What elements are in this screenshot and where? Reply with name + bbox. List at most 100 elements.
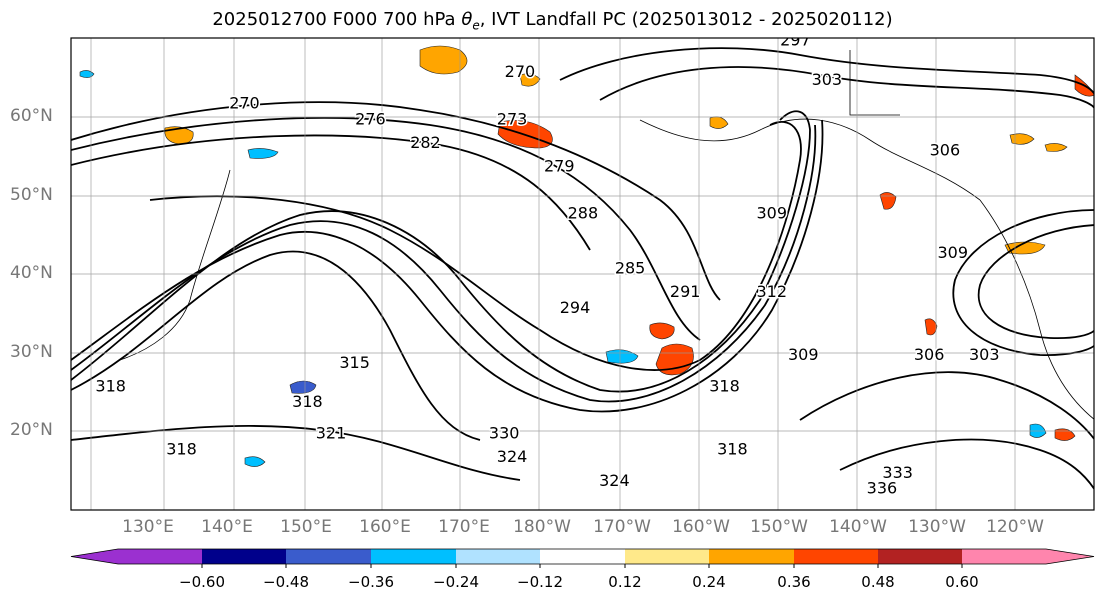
- shade-patch: [649, 322, 675, 340]
- shade-patch: [879, 192, 897, 210]
- coastline: [639, 118, 981, 201]
- shade-patch: [247, 148, 279, 159]
- colorbar-swatch: [202, 549, 286, 564]
- lon-label-180w: 180°W: [513, 517, 571, 537]
- contour-label: 318: [166, 439, 197, 458]
- lat-label-50n: 50°N: [10, 185, 53, 205]
- contour-label: 318: [95, 377, 126, 396]
- lon-label-130w: 130°W: [908, 517, 966, 537]
- contour-label: 291: [670, 282, 701, 301]
- contour-label: 318: [717, 439, 748, 458]
- contour-line: [71, 101, 721, 301]
- lon-label-170w: 170°W: [593, 517, 651, 537]
- colorbar-swatch: [709, 549, 794, 564]
- shade-patch: [709, 116, 729, 129]
- contour-label: 309: [756, 204, 787, 223]
- colorbar-swatch: [540, 549, 625, 564]
- contour-line: [977, 224, 1094, 340]
- colorbar-tick: −0.36: [348, 573, 394, 591]
- contour-label: 282: [410, 133, 441, 152]
- theta-subscript: e: [472, 18, 480, 33]
- colorbar: [70, 548, 1095, 568]
- lon-label-150e: 150°E: [280, 517, 332, 537]
- colorbar-swatch: [456, 549, 540, 564]
- contour-label: 306: [930, 141, 961, 160]
- contour-line: [71, 250, 481, 441]
- contour-label: 273: [497, 109, 528, 128]
- contour-label: 276: [355, 109, 386, 128]
- contour-label: 318: [292, 392, 323, 411]
- contour-label: 285: [615, 259, 646, 278]
- lon-label-120w: 120°W: [986, 517, 1044, 537]
- graticule: [71, 38, 1094, 510]
- contour-label: 303: [812, 70, 843, 89]
- shade-patch: [1044, 143, 1068, 152]
- contour-label: 303: [969, 345, 1000, 364]
- colorbar-swatch: [625, 549, 709, 564]
- contour-label: 279: [544, 156, 575, 175]
- contour-label: 294: [560, 298, 591, 317]
- contour-label: 324: [497, 447, 528, 466]
- contour-label: 309: [937, 243, 968, 262]
- lat-label-30n: 30°N: [10, 342, 53, 362]
- contour-line: [71, 117, 701, 341]
- shade-patch: [419, 45, 468, 75]
- coastline: [849, 50, 900, 116]
- shade-patch: [289, 380, 317, 394]
- lon-label-150w: 150°W: [750, 517, 808, 537]
- lat-label-20n: 20°N: [10, 420, 53, 440]
- contour-label: 312: [756, 282, 787, 301]
- contour-line: [71, 424, 521, 481]
- contour-label: 333: [882, 463, 913, 482]
- contour-line: [71, 110, 811, 393]
- colorbar-tick: −0.60: [179, 573, 225, 591]
- colorbar-swatch: [286, 549, 371, 564]
- coastline: [979, 199, 1094, 420]
- colorbar-swatch: [794, 549, 878, 564]
- shading-layer: [79, 45, 1094, 467]
- shade-patch: [924, 318, 938, 336]
- contour-line: [799, 371, 1094, 441]
- coastline-layer: [119, 50, 1094, 420]
- contour-label: 318: [709, 377, 740, 396]
- colorbar-tick: −0.24: [433, 573, 479, 591]
- contour-label: 330: [489, 424, 520, 443]
- contour-line: [71, 124, 817, 403]
- lon-label-140e: 140°E: [201, 517, 253, 537]
- colorbar-extend-max: [1046, 549, 1094, 564]
- colorbar-extend-min: [71, 549, 118, 564]
- title-suffix: , IVT Landfall PC (2025013012 - 20250201…: [479, 9, 893, 30]
- shade-patch: [1009, 133, 1035, 145]
- colorbar-swatch: [878, 549, 962, 564]
- colorbar-swatch: [118, 549, 202, 564]
- lon-label-160e: 160°E: [359, 517, 411, 537]
- lat-label-60n: 60°N: [10, 106, 53, 126]
- contour-label: 306: [914, 345, 945, 364]
- map-title: 2025012700 F000 700 hPa θe, IVT Landfall…: [0, 9, 1105, 33]
- shade-patch: [244, 456, 266, 467]
- colorbar-tick: 0.36: [777, 573, 811, 591]
- contour-label: 270: [505, 62, 536, 81]
- colorbar-swatch: [962, 549, 1046, 564]
- lon-label-160w: 160°W: [672, 517, 730, 537]
- contour-label: 315: [339, 353, 370, 372]
- map-frame: [70, 37, 1095, 511]
- shade-patch: [79, 70, 95, 78]
- contour-label: 297: [780, 31, 811, 50]
- shade-patch: [605, 349, 639, 364]
- colorbar-outline: [70, 548, 1095, 565]
- contour-layer: [71, 47, 1094, 491]
- contour-label: 321: [316, 424, 347, 443]
- shade-patch: [1004, 241, 1046, 255]
- colorbar-tick: 0.48: [861, 573, 895, 591]
- contour-line: [71, 119, 824, 413]
- colorbar-swatch: [371, 549, 456, 564]
- lat-label-40n: 40°N: [10, 263, 53, 283]
- contour-line: [71, 134, 591, 251]
- contour-label: 270: [229, 94, 260, 113]
- colorbar-tick: 0.60: [945, 573, 979, 591]
- title-prefix: 2025012700 F000 700 hPa: [212, 9, 462, 30]
- lon-label-170e: 170°E: [438, 517, 490, 537]
- shade-patch: [655, 343, 694, 376]
